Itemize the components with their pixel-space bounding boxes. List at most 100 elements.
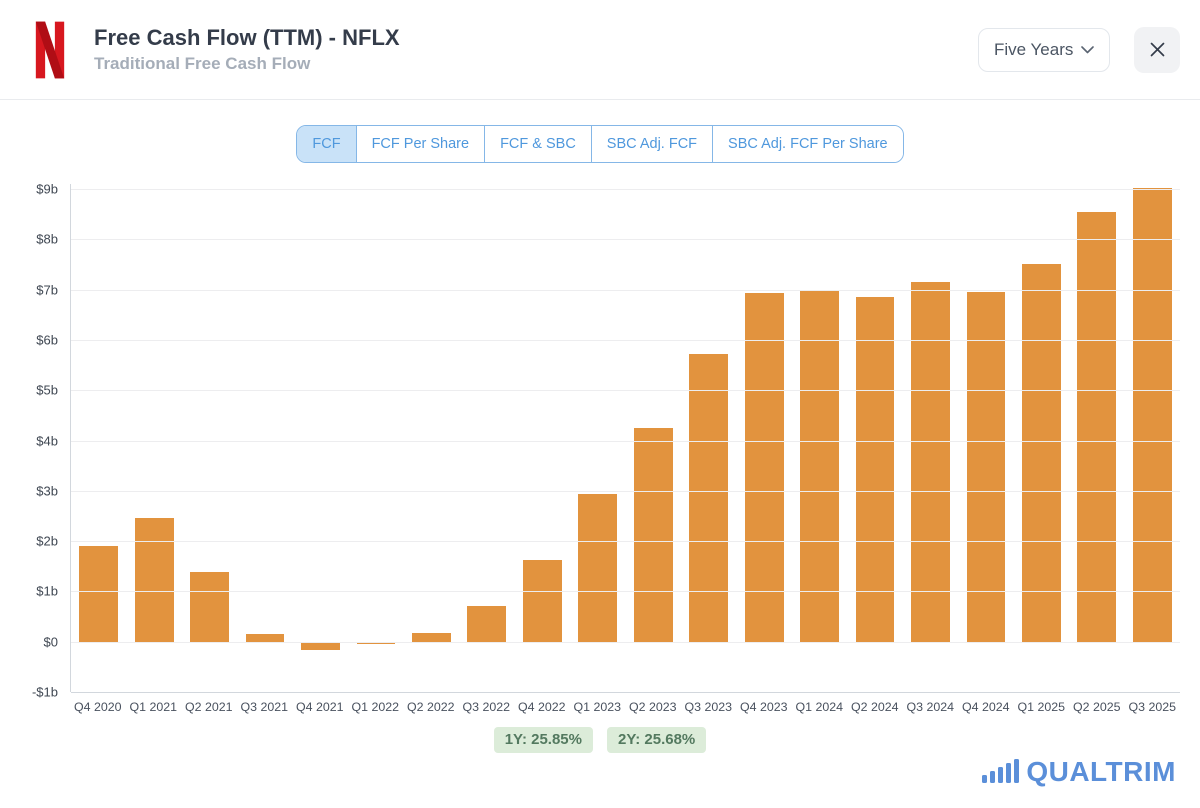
chart: $9b $8b $7b $6b $5b $4b $3b $2b $1b $0 -$1b Q4 202… (20, 181, 1180, 714)
bar-q4-2020[interactable] (79, 545, 119, 642)
bar-column (459, 184, 514, 692)
y-tick-label: $8b (36, 231, 58, 247)
x-tick-label: Q3 2022 (462, 700, 511, 714)
period-select[interactable]: Five Years (978, 27, 1110, 72)
bar-q4-2024[interactable] (966, 292, 1006, 642)
bar-column (126, 184, 181, 692)
bar-q4-2022[interactable] (522, 560, 562, 642)
x-tick-label: Q4 2024 (961, 700, 1010, 714)
tab-fcf-per-share[interactable]: FCF Per Share (355, 126, 485, 162)
x-tick-label: Q1 2025 (1017, 700, 1066, 714)
chevron-down-icon (1081, 45, 1094, 53)
y-tick-label: $3b (36, 483, 58, 499)
x-tick-label: Q3 2025 (1128, 700, 1177, 714)
bar-column (792, 184, 847, 692)
qualtrim-logo-text: QUALTRIM (1026, 756, 1176, 787)
bar-q3-2023[interactable] (689, 354, 729, 642)
bar-q2-2021[interactable] (190, 571, 230, 642)
bar-q2-2022[interactable] (412, 632, 451, 642)
x-tick-label: Q4 2020 (73, 700, 122, 714)
x-axis: Q4 2020 Q1 2021 Q2 2021 Q3 2021 Q4 2021 Q1 20… (70, 700, 1180, 714)
header: Free Cash Flow (TTM) - NFLX Traditional … (0, 0, 1200, 100)
bar-column (1125, 184, 1180, 692)
y-tick-label: $0 (43, 634, 58, 650)
bar-column (570, 184, 625, 692)
y-tick-label: $2b (36, 533, 58, 549)
bar-column (847, 184, 902, 692)
x-tick-label: Q4 2022 (517, 700, 566, 714)
x-tick-label: Q4 2023 (739, 700, 788, 714)
tabs-row: FCF FCF Per Share FCF & SBC SBC Adj. FCF SBC… (0, 125, 1200, 163)
y-tick-label: $1b (36, 583, 58, 599)
page-subtitle: Traditional Free Cash Flow (94, 53, 311, 73)
footer: QUALTRIM (0, 758, 1176, 786)
gridline (71, 289, 1180, 291)
tab-sbc-adj-fcf-per-share[interactable]: SBC Adj. FCF Per Share (712, 126, 903, 162)
bar-q2-2024[interactable] (855, 297, 895, 642)
x-tick-label: Q1 2023 (573, 700, 622, 714)
gridline (71, 390, 1180, 392)
bar-q4-2023[interactable] (744, 293, 784, 642)
close-icon (1150, 42, 1164, 57)
x-tick-label: Q1 2024 (795, 700, 844, 714)
y-axis: $9b $8b $7b $6b $5b $4b $3b $2b $1b $0 -$1b (20, 181, 70, 700)
gridline (71, 591, 1180, 593)
x-tick-label: Q4 2021 (295, 700, 344, 714)
bar-column (348, 184, 403, 692)
gridline (71, 490, 1180, 492)
bar-q4-2021[interactable] (301, 641, 340, 650)
bar-q1-2023[interactable] (578, 494, 618, 642)
x-tick-label: Q2 2024 (850, 700, 899, 714)
tab-sbc-adj-fcf[interactable]: SBC Adj. FCF (590, 126, 713, 162)
y-tick-label: $9b (36, 181, 58, 197)
bar-q1-2024[interactable] (800, 291, 840, 642)
bar-q3-2025[interactable] (1132, 188, 1172, 642)
title-block: Free Cash Flow (TTM) - NFLX Traditional … (94, 25, 400, 73)
bar-column (182, 184, 237, 692)
gridline (71, 339, 1180, 341)
bar-column (903, 184, 958, 692)
close-button[interactable] (1134, 26, 1180, 73)
gridline (71, 541, 1180, 543)
tab-fcf-sbc[interactable]: FCF & SBC (484, 126, 591, 162)
x-tick-label: Q2 2023 (628, 700, 677, 714)
bar-q2-2025[interactable] (1077, 211, 1117, 642)
tab-fcf[interactable]: FCF (297, 126, 356, 162)
y-tick-label: $6b (36, 332, 58, 348)
bar-q3-2022[interactable] (467, 606, 507, 642)
header-actions: Five Years (978, 26, 1180, 73)
x-tick-label: Q3 2024 (906, 700, 955, 714)
bar-q3-2024[interactable] (911, 282, 950, 642)
x-tick-label: Q2 2022 (406, 700, 455, 714)
bar-q1-2021[interactable] (134, 517, 174, 642)
x-tick-label: Q3 2023 (684, 700, 733, 714)
bar-column (515, 184, 570, 692)
bar-column (626, 184, 681, 692)
bar-column (736, 184, 791, 692)
gridline (71, 692, 1180, 693)
x-tick-label: Q1 2021 (129, 700, 178, 714)
bar-q3-2021[interactable] (245, 633, 285, 642)
two-year-growth-badge: 2Y: 25.68% (607, 727, 707, 753)
y-tick-label: $4b (36, 433, 58, 448)
bar-q2-2023[interactable] (633, 427, 673, 642)
growth-badges: 1Y: 25.85% 2Y: 25.68% (0, 727, 1200, 753)
bars-row (71, 184, 1180, 692)
bar-column (1014, 184, 1069, 692)
bar-column (1069, 184, 1124, 692)
gridline (71, 440, 1180, 442)
qualtrim-logo: QUALTRIM (982, 758, 1176, 786)
gridline (71, 641, 1180, 643)
bar-q1-2022[interactable] (356, 641, 396, 644)
page-title: Free Cash Flow (TTM) - NFLX (94, 25, 400, 51)
plot-area (70, 184, 1180, 693)
x-tick-label: Q3 2021 (240, 700, 289, 714)
x-tick-label: Q2 2025 (1072, 700, 1121, 714)
bar-column (71, 184, 126, 692)
bar-column (958, 184, 1013, 692)
view-tabs: FCF FCF Per Share FCF & SBC SBC Adj. FCF SBC… (296, 125, 904, 163)
bar-column (404, 184, 459, 692)
bar-q1-2025[interactable] (1022, 264, 1061, 642)
x-tick-label: Q2 2021 (184, 700, 233, 714)
gridline (71, 189, 1180, 191)
